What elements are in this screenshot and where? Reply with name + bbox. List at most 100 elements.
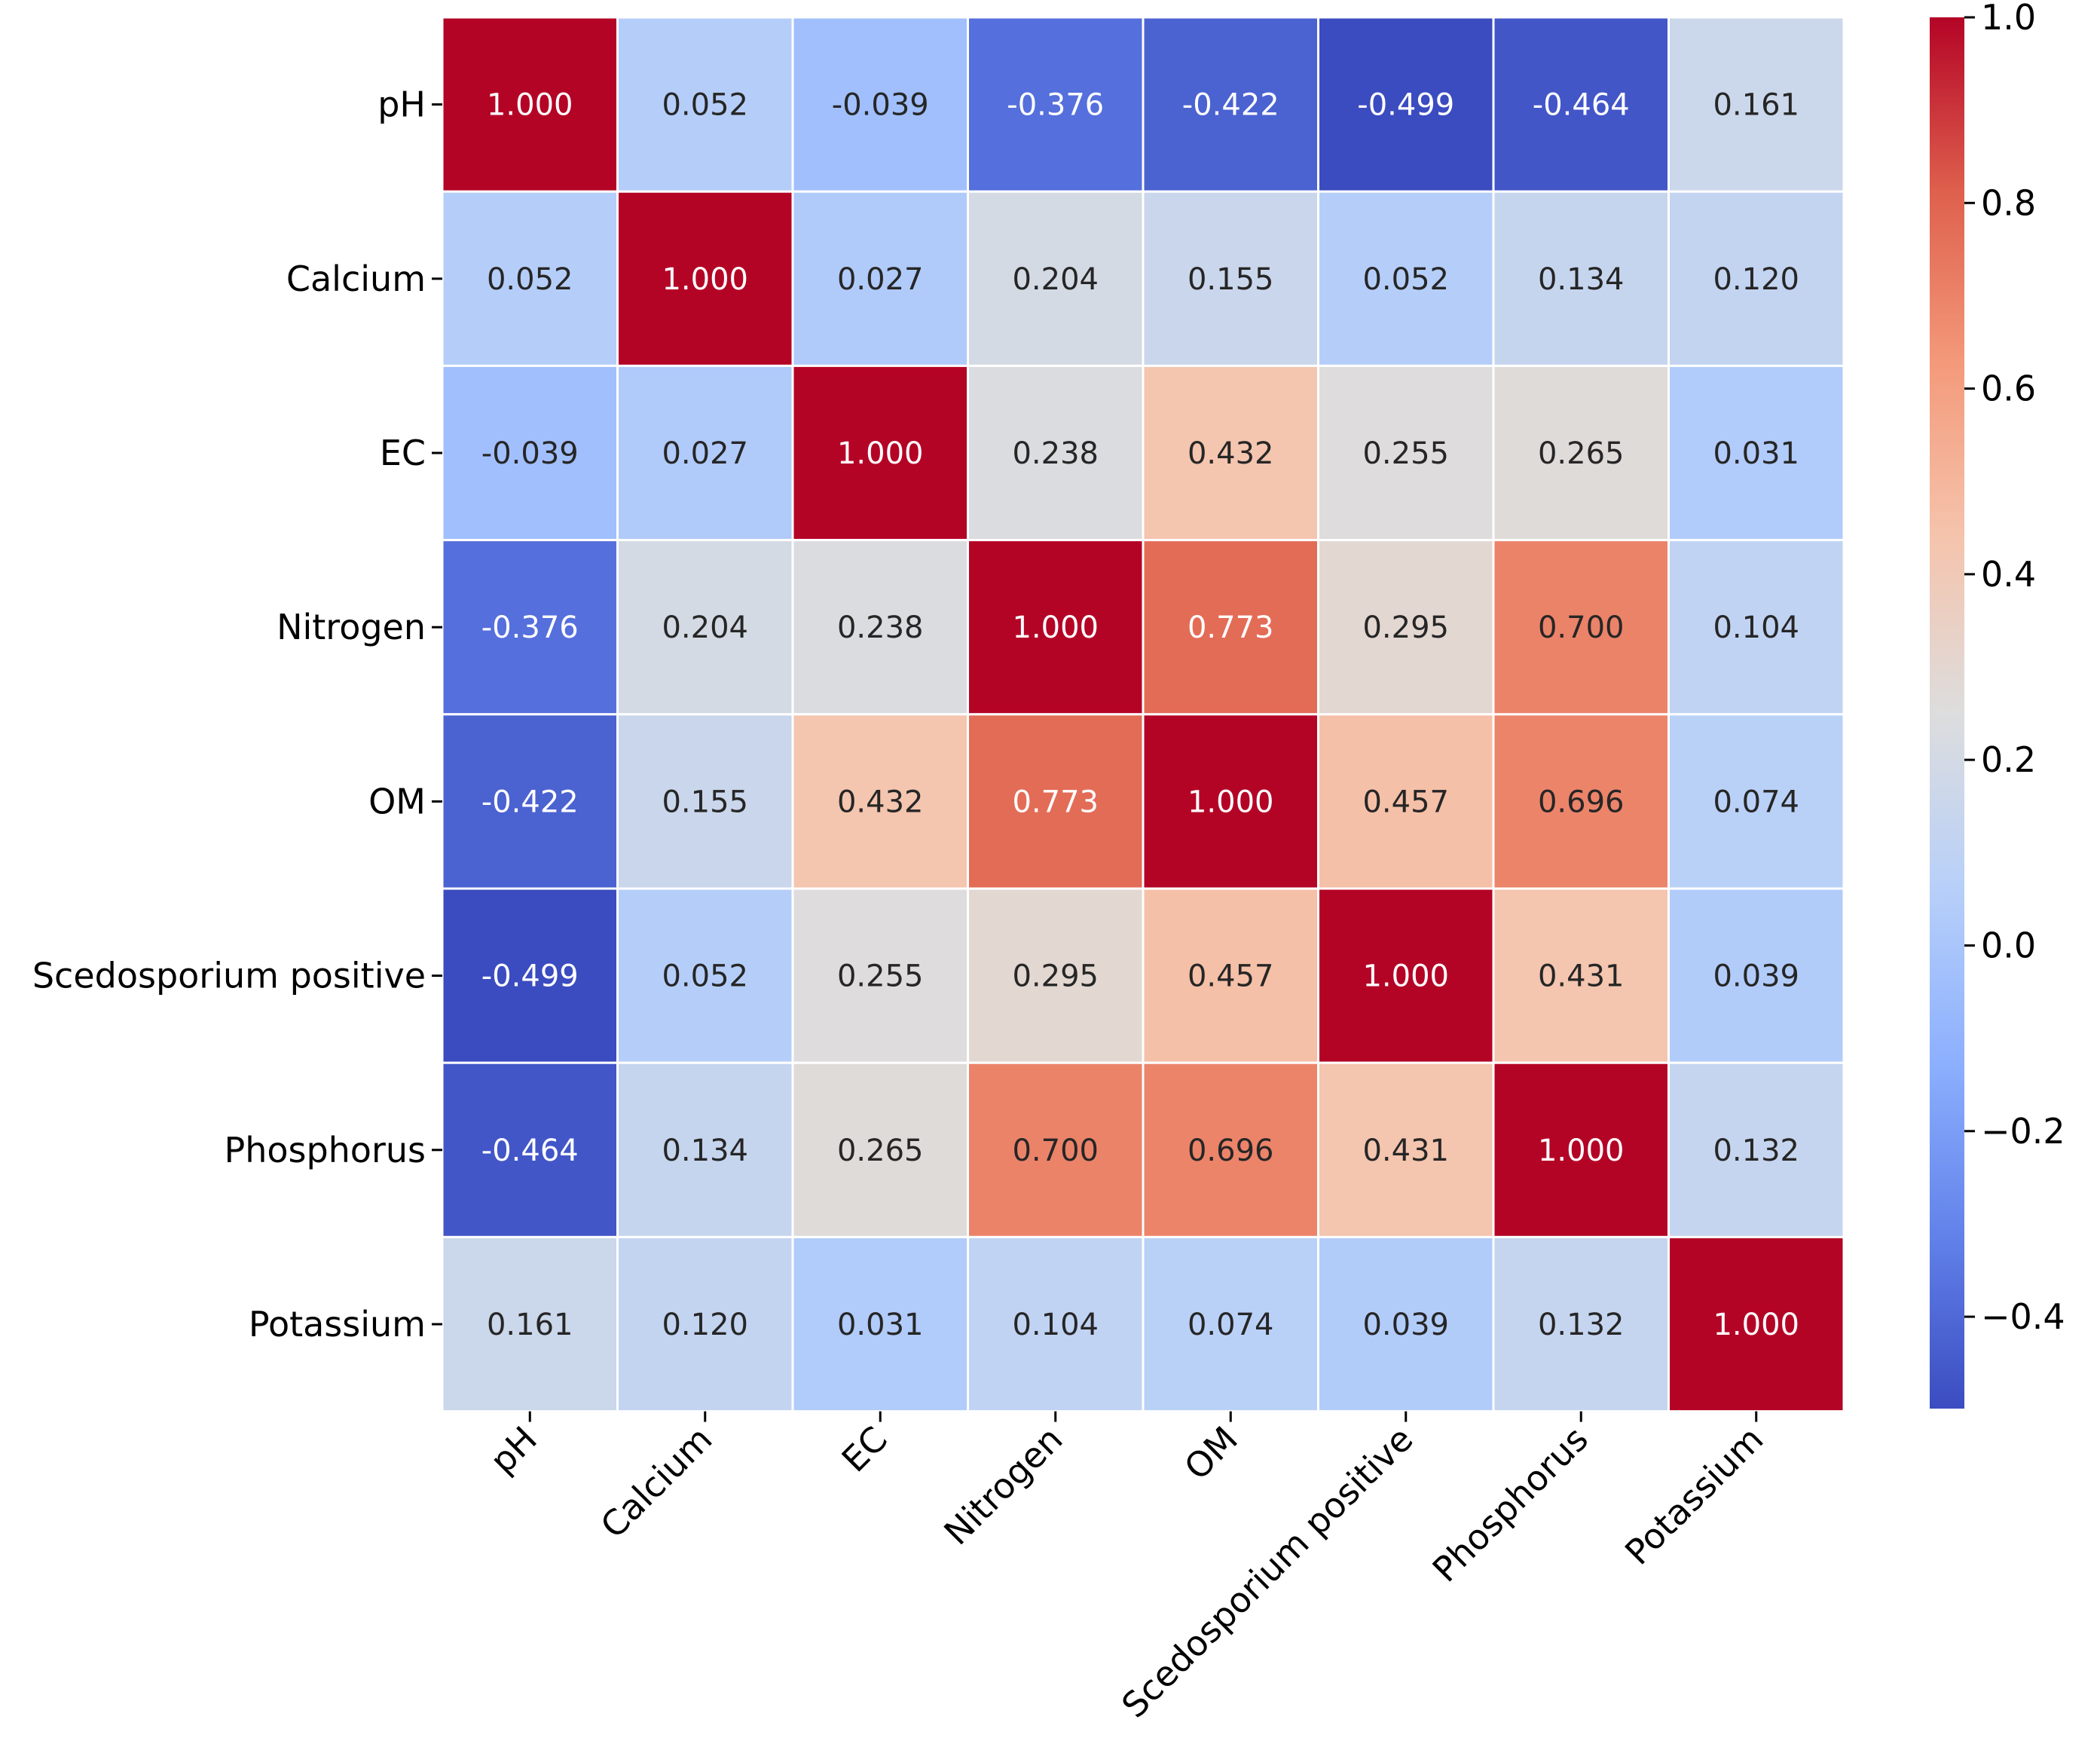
cell-value-label: 1.000 [1188, 785, 1274, 819]
cell-value-label: 0.432 [837, 785, 924, 819]
y-tick-label: Potassium [249, 1304, 426, 1345]
cell-value-label: 1.000 [662, 262, 748, 297]
cell-value-label: 0.134 [662, 1134, 748, 1168]
cell-value-label: -0.464 [1533, 88, 1630, 123]
cell-value-label: -0.422 [1182, 88, 1279, 123]
heatmap-cell [1492, 364, 1670, 542]
cell-value-label: 0.120 [662, 1308, 748, 1342]
cell-value-label: 0.255 [837, 959, 924, 994]
heatmap-cell [1317, 364, 1495, 542]
cell-value-label: -0.464 [481, 1134, 579, 1168]
heatmap-cell [1492, 713, 1670, 890]
cell-value-label: 0.696 [1538, 785, 1625, 819]
cell-value-label: 0.773 [1012, 785, 1099, 819]
heatmap-cell [1492, 1061, 1670, 1238]
heatmap-cell [1667, 16, 1845, 193]
heatmap-cell [1667, 713, 1845, 890]
y-tick-label: Nitrogen [277, 607, 426, 647]
cell-value-label: 0.161 [1713, 88, 1799, 123]
heatmap-cell [1667, 1061, 1845, 1238]
heatmap-cell [1142, 1235, 1319, 1413]
cell-value-label: -0.499 [1357, 88, 1454, 123]
heatmap-cell [1142, 539, 1319, 716]
cell-value-label: 1.000 [1538, 1134, 1625, 1168]
cell-value-label: 0.074 [1188, 1308, 1274, 1342]
cell-value-label: 0.039 [1362, 1308, 1449, 1342]
x-tick-label: Phosphorus [1425, 1418, 1596, 1589]
cell-value-label: 0.027 [837, 262, 924, 297]
heatmap-cell [967, 16, 1145, 193]
heatmap-cell [616, 190, 794, 367]
heatmap-cell [1317, 190, 1495, 367]
cell-value-label: 0.431 [1538, 959, 1625, 994]
cell-value-label: 0.104 [1012, 1308, 1099, 1342]
heatmap-cell [1492, 539, 1670, 716]
heatmap-cell [1142, 713, 1319, 890]
cell-value-label: 0.155 [662, 785, 748, 819]
y-tick-label: pH [378, 84, 426, 125]
cell-value-label: 0.132 [1713, 1134, 1799, 1168]
cell-value-label: 0.431 [1362, 1134, 1449, 1168]
x-tick-label: pH [482, 1418, 545, 1481]
cell-value-label: 0.161 [487, 1308, 573, 1342]
cell-value-label: 1.000 [487, 88, 573, 123]
heatmap-cell [1142, 1061, 1319, 1238]
cell-value-label: 1.000 [1713, 1308, 1799, 1342]
heatmap-cell [1317, 16, 1495, 193]
heatmap-cell [616, 16, 794, 193]
cell-value-label: 0.155 [1188, 262, 1274, 297]
heatmap-cell [967, 539, 1145, 716]
cell-value-label: -0.422 [481, 785, 579, 819]
x-tick-label: Calcium [592, 1418, 720, 1546]
heatmap-cell [791, 887, 969, 1064]
y-tick-label: OM [368, 781, 426, 822]
y-tick-label: Calcium [286, 259, 426, 299]
cell-value-label: 0.700 [1012, 1134, 1099, 1168]
heatmap-cell [791, 539, 969, 716]
heatmap-cell [791, 16, 969, 193]
cell-value-label: 0.457 [1362, 785, 1449, 819]
heatmap-cell [616, 1061, 794, 1238]
cell-value-label: 0.052 [487, 262, 573, 297]
colorbar-tick-label: −0.4 [1981, 1296, 2065, 1337]
cell-value-label: 0.700 [1538, 610, 1625, 645]
colorbar-scale [1930, 17, 1964, 1409]
cell-value-label: 0.295 [1012, 959, 1099, 994]
heatmap-cell [791, 713, 969, 890]
heatmap-cell [441, 1061, 619, 1238]
cell-value-label: 0.255 [1362, 436, 1449, 471]
cell-value-label: 0.134 [1538, 262, 1625, 297]
y-tick-label: Scedosporium positive [32, 956, 426, 996]
y-axis-labels: pH Calcium EC Nitrogen OM Scedosporium positi… [32, 84, 442, 1345]
cell-value-label: -0.039 [481, 436, 579, 471]
cell-value-label: 0.120 [1713, 262, 1799, 297]
cell-value-label: 0.238 [837, 610, 924, 645]
heatmap-cell [1142, 190, 1319, 367]
heatmap-cell [1667, 190, 1845, 367]
cell-value-label: 0.204 [1012, 262, 1099, 297]
cell-value-label: 0.773 [1188, 610, 1274, 645]
colorbar-tick-label: 0.0 [1981, 925, 2036, 965]
cell-value-label: 0.039 [1713, 959, 1799, 994]
heatmap-cell [791, 1235, 969, 1413]
cell-value-label: 0.238 [1012, 436, 1099, 471]
cell-value-label: 0.104 [1713, 610, 1799, 645]
cell-value-label: 0.031 [837, 1308, 924, 1342]
heatmap-cell [441, 539, 619, 716]
heatmap-cell [1142, 16, 1319, 193]
cell-value-label: 0.457 [1188, 959, 1274, 994]
heatmap-cell [1317, 1061, 1495, 1238]
y-tick-label: Phosphorus [224, 1130, 426, 1170]
cell-value-label: 0.052 [1362, 262, 1449, 297]
heatmap-cell [1317, 713, 1495, 890]
heatmap-cell [1667, 887, 1845, 1064]
colorbar-tick-label: −0.2 [1981, 1111, 2065, 1152]
x-tick-label: Potassium [1617, 1418, 1771, 1572]
cell-value-label: 1.000 [837, 436, 924, 471]
cell-value-label: -0.499 [481, 959, 579, 994]
cell-value-label: 0.052 [662, 88, 748, 123]
cell-value-label: 1.000 [1362, 959, 1449, 994]
x-tick-label: EC [834, 1418, 895, 1479]
heatmap-cells: 1.000 0.052 -0.039 -0.376 -0.422 -0.499 -0.464… [441, 16, 1845, 1413]
